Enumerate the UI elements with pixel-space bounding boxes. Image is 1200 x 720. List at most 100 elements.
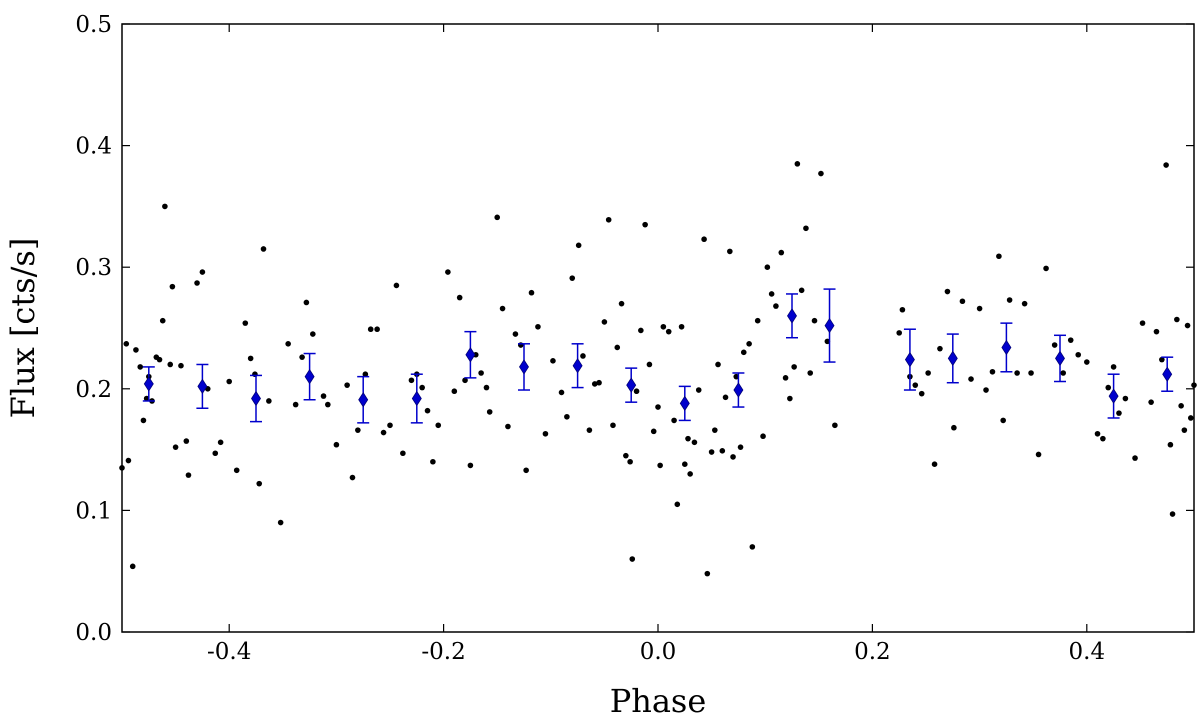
scatter-point [320, 393, 327, 399]
diamond-marker [143, 376, 154, 392]
scatter-point [310, 331, 316, 337]
scatter-point [807, 370, 814, 376]
errorbar-point [732, 372, 745, 408]
scatter-point [400, 450, 406, 457]
scatter-point [682, 461, 688, 467]
scatter-point [172, 444, 179, 450]
scatter-point [478, 370, 484, 376]
scatter-point [580, 353, 586, 359]
scatter-point [408, 377, 415, 384]
scatter-point [740, 349, 747, 356]
plot-frame [121, 23, 1195, 633]
scatter-point [983, 387, 989, 393]
scatter-point [1110, 364, 1117, 370]
scatter-point [638, 327, 644, 334]
scatter-point [1067, 337, 1074, 343]
scatter-point [623, 452, 629, 459]
scatter-point [1006, 297, 1013, 303]
x-tick-label: -0.4 [207, 639, 251, 665]
scatter-point [140, 417, 147, 424]
scatter-point [1139, 320, 1146, 326]
scatter-point [260, 246, 267, 252]
scatter-point [614, 344, 621, 351]
diamond-marker [411, 390, 422, 407]
scatter-point [217, 439, 224, 446]
scatter-point [719, 448, 726, 454]
errorbar-point [518, 343, 530, 391]
scatter-point [586, 427, 593, 433]
scatter-point [708, 449, 715, 455]
scatter-point [325, 401, 331, 408]
scatter-point [773, 303, 779, 309]
diamond-marker [679, 395, 690, 412]
scatter-point [1187, 415, 1194, 421]
scatter-point [678, 323, 685, 330]
scatter-point [996, 253, 1002, 260]
diamond-marker [1108, 388, 1119, 404]
scatter-point [266, 398, 272, 404]
errorbar-point [303, 352, 316, 401]
errorbar-point [1161, 356, 1174, 392]
scatter-point [185, 472, 192, 478]
diamond-marker [304, 368, 315, 385]
scatter-point [918, 390, 925, 397]
scatter-point [712, 427, 718, 433]
scatter-point [183, 438, 190, 444]
scatter-point [505, 423, 511, 430]
diamond-marker [251, 390, 261, 407]
scatter-point [137, 364, 144, 370]
scatter-point [803, 225, 809, 232]
scatter-point [665, 328, 672, 335]
binned-errorbars [142, 288, 1174, 424]
scatter-points [119, 161, 1197, 577]
errorbar-point [571, 343, 584, 389]
scatter-point [542, 430, 549, 437]
scatter-point [791, 364, 797, 370]
scatter-point [550, 358, 556, 364]
scatter-point [646, 361, 653, 368]
scatter-point [494, 214, 501, 221]
scatter-point [333, 441, 340, 448]
scatter-point [715, 361, 721, 368]
errorbar-point [678, 385, 691, 422]
scatter-point [746, 341, 752, 347]
scatter-point [233, 467, 240, 474]
scatter-point [959, 298, 966, 305]
scatter-point [129, 563, 136, 570]
scatter-point [989, 368, 996, 375]
scatter-point [133, 347, 139, 353]
errorbar-point [1000, 322, 1013, 373]
scatter-point [931, 461, 938, 467]
scatter-point [701, 236, 707, 243]
scatter-point [685, 435, 691, 442]
scatter-point [811, 317, 818, 324]
scatter-point [1122, 395, 1129, 402]
scatter-point [1181, 427, 1188, 433]
errorbar-point [903, 328, 916, 391]
scatter-point [299, 354, 305, 360]
scatter-point [344, 382, 350, 388]
scatter-point [1035, 451, 1042, 458]
scatter-point [912, 382, 919, 388]
scatter-point [660, 323, 667, 330]
scatter-point [535, 323, 541, 330]
scatter-point [627, 458, 633, 465]
scatter-point [1014, 370, 1020, 376]
scatter-point [687, 471, 693, 477]
scatter-point [456, 294, 463, 301]
scatter-point [199, 269, 206, 275]
scatter-point [558, 389, 565, 396]
scatter-point [462, 377, 468, 384]
scatter-point [778, 249, 785, 256]
scatter-point [523, 467, 529, 474]
errorbar-point [196, 363, 209, 410]
scatter-point [242, 320, 249, 326]
scatter-point [1159, 356, 1165, 363]
scatter-point [760, 433, 766, 440]
scatter-point [925, 370, 931, 376]
diamond-marker [733, 382, 744, 398]
diamond-marker [197, 378, 208, 395]
scatter-point [167, 361, 174, 368]
diamond-marker [358, 392, 369, 408]
y-tick-label: 0.5 [75, 12, 112, 38]
